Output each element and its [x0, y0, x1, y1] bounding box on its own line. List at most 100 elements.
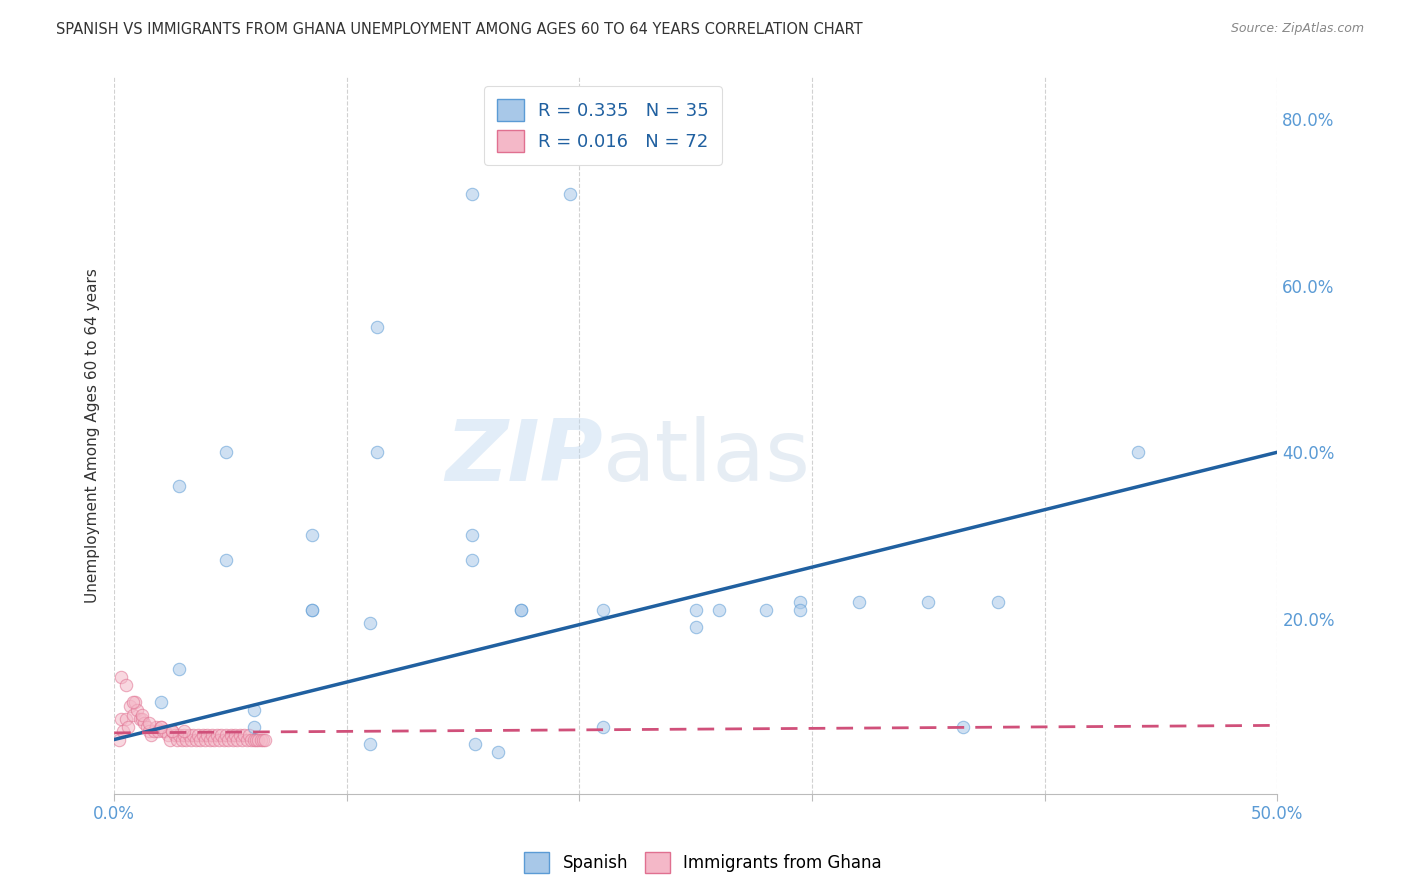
Point — [247, 732, 270, 747]
Point — [366, 445, 388, 459]
Point — [195, 728, 218, 742]
Point — [236, 732, 259, 747]
Point — [510, 603, 533, 617]
Point — [205, 728, 228, 742]
Point — [301, 603, 323, 617]
Point — [134, 715, 156, 730]
Y-axis label: Unemployment Among Ages 60 to 64 years: Unemployment Among Ages 60 to 64 years — [86, 268, 100, 603]
Text: ZIP: ZIP — [446, 416, 603, 499]
Point — [152, 724, 174, 739]
Point — [128, 712, 150, 726]
Point — [176, 732, 198, 747]
Point — [135, 720, 157, 734]
Point — [209, 728, 232, 742]
Point — [198, 732, 221, 747]
Point — [592, 720, 614, 734]
Point — [359, 737, 381, 751]
Point — [156, 728, 179, 742]
Point — [114, 678, 136, 692]
Point — [952, 720, 974, 734]
Point — [131, 707, 153, 722]
Point — [848, 595, 870, 609]
Point — [238, 728, 260, 742]
Point — [149, 695, 172, 709]
Point — [1126, 445, 1149, 459]
Point — [162, 724, 184, 739]
Point — [184, 732, 207, 747]
Point — [245, 732, 267, 747]
Point — [121, 707, 143, 722]
Point — [149, 720, 172, 734]
Point — [173, 728, 195, 742]
Point — [149, 720, 172, 734]
Point — [117, 720, 139, 734]
Point — [217, 732, 239, 747]
Point — [177, 728, 200, 742]
Point — [148, 724, 170, 739]
Point — [169, 662, 191, 676]
Text: Source: ZipAtlas.com: Source: ZipAtlas.com — [1230, 22, 1364, 36]
Point — [114, 712, 136, 726]
Point — [301, 603, 323, 617]
Point — [789, 603, 811, 617]
Point — [191, 728, 214, 742]
Point — [138, 724, 160, 739]
Point — [110, 670, 132, 684]
Legend: Spanish, Immigrants from Ghana: Spanish, Immigrants from Ghana — [517, 846, 889, 880]
Point — [188, 732, 211, 747]
Point — [224, 728, 246, 742]
Point — [592, 603, 614, 617]
Point — [461, 187, 484, 202]
Point — [254, 732, 277, 747]
Point — [141, 728, 163, 742]
Point — [212, 732, 235, 747]
Point — [163, 728, 186, 742]
Point — [169, 728, 191, 742]
Point — [124, 695, 146, 709]
Point — [755, 603, 778, 617]
Point — [229, 728, 252, 742]
Point — [108, 732, 131, 747]
Point — [242, 732, 264, 747]
Point — [242, 703, 264, 717]
Point — [789, 595, 811, 609]
Point — [138, 715, 160, 730]
Point — [169, 478, 191, 492]
Point — [215, 445, 238, 459]
Point — [464, 737, 486, 751]
Point — [162, 724, 184, 739]
Point — [219, 728, 242, 742]
Point — [359, 615, 381, 630]
Point — [486, 745, 509, 759]
Point — [366, 320, 388, 334]
Legend: R = 0.335   N = 35, R = 0.016   N = 72: R = 0.335 N = 35, R = 0.016 N = 72 — [484, 87, 721, 165]
Point — [110, 712, 132, 726]
Point — [461, 528, 484, 542]
Point — [231, 732, 253, 747]
Point — [112, 724, 135, 739]
Point — [233, 728, 256, 742]
Point — [121, 695, 143, 709]
Point — [215, 728, 238, 742]
Text: atlas: atlas — [603, 416, 811, 499]
Point — [242, 720, 264, 734]
Point — [240, 732, 263, 747]
Point — [917, 595, 939, 609]
Point — [249, 732, 271, 747]
Point — [166, 732, 188, 747]
Text: SPANISH VS IMMIGRANTS FROM GHANA UNEMPLOYMENT AMONG AGES 60 TO 64 YEARS CORRELAT: SPANISH VS IMMIGRANTS FROM GHANA UNEMPLO… — [56, 22, 863, 37]
Point — [202, 732, 225, 747]
Point — [685, 603, 707, 617]
Point — [707, 603, 730, 617]
Point — [142, 724, 165, 739]
Point — [127, 703, 149, 717]
Point — [155, 724, 177, 739]
Point — [120, 699, 142, 714]
Point — [170, 732, 193, 747]
Point — [194, 732, 217, 747]
Point — [173, 724, 195, 739]
Point — [461, 553, 484, 567]
Point — [987, 595, 1010, 609]
Point — [226, 732, 249, 747]
Point — [560, 187, 582, 202]
